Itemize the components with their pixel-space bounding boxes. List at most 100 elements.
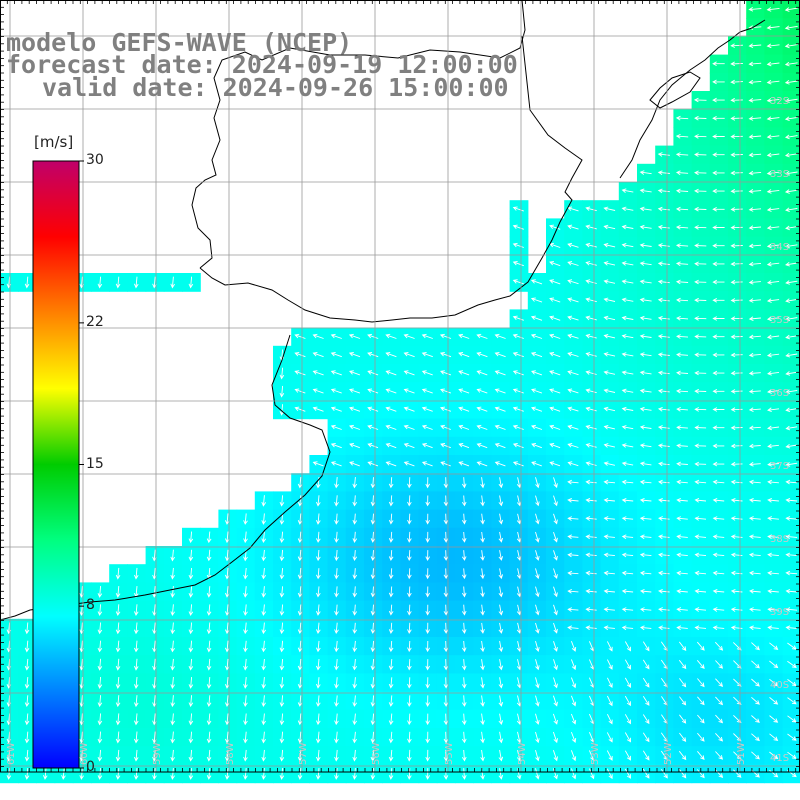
- wind-vector-arrow: [516, 641, 522, 653]
- wind-vector-arrow: [443, 713, 449, 726]
- wind-vector-arrow: [748, 334, 761, 340]
- wind-vector-arrow: [425, 568, 430, 580]
- wind-vector-arrow: [370, 622, 376, 634]
- wind-vector-arrow: [170, 549, 175, 562]
- wind-vector-arrow: [494, 388, 506, 394]
- wind-vector-arrow: [603, 242, 616, 248]
- wind-vector-arrow: [261, 531, 267, 544]
- wind-vector-arrow: [443, 659, 449, 671]
- wind-vector-arrow: [751, 678, 760, 687]
- wind-vector-arrow: [535, 531, 540, 543]
- wind-vector-arrow: [315, 640, 321, 653]
- wind-vector-arrow: [334, 495, 339, 507]
- wind-vector-arrow: [279, 549, 285, 562]
- wind-vector-arrow: [370, 640, 376, 653]
- wind-vector-arrow: [621, 479, 634, 485]
- wind-vector-arrow: [767, 552, 779, 558]
- wind-vector-arrow: [769, 751, 779, 760]
- wind-vector-arrow: [603, 625, 615, 631]
- wind-vector-arrow: [679, 696, 687, 706]
- wind-vector-arrow: [748, 25, 762, 30]
- wind-vector-arrow: [585, 297, 597, 303]
- wind-vector-arrow: [624, 750, 631, 761]
- wind-vector-arrow: [97, 713, 103, 726]
- wind-vector-arrow: [567, 570, 579, 576]
- wind-vector-arrow: [712, 316, 725, 321]
- colorbar-tick-label: 8: [86, 597, 95, 614]
- wind-vector-arrow: [657, 170, 670, 175]
- wind-vector-arrow: [549, 333, 561, 339]
- wind-vector-arrow: [115, 622, 121, 635]
- wind-vector-arrow: [767, 407, 780, 413]
- wind-vector-arrow: [261, 495, 267, 507]
- wind-vector-arrow: [516, 477, 522, 489]
- colorbar: [32, 160, 84, 769]
- wind-vector-arrow: [570, 695, 577, 707]
- wind-vector-arrow: [403, 461, 415, 467]
- wind-speed-cell: [782, 728, 800, 747]
- wind-speed-cell: [782, 673, 800, 693]
- wind-vector-arrow: [461, 731, 467, 744]
- wind-vector-arrow: [24, 768, 30, 780]
- wind-vector-arrow: [730, 334, 743, 340]
- wind-vector-arrow: [784, 7, 798, 12]
- wind-vector-arrow: [388, 640, 394, 653]
- wind-vector-arrow: [657, 406, 670, 412]
- wind-vector-arrow: [676, 406, 688, 412]
- wind-vector-arrow: [712, 389, 725, 394]
- wind-vector-arrow: [639, 588, 652, 594]
- wind-vector-arrow: [443, 622, 449, 634]
- wind-vector-arrow: [498, 531, 504, 543]
- wind-vector-arrow: [535, 695, 540, 707]
- wind-vector-arrow: [385, 388, 397, 394]
- wind-vector-arrow: [553, 568, 558, 579]
- wind-vector-arrow: [730, 261, 743, 267]
- wind-speed-cell: [782, 709, 800, 729]
- wind-vector-arrow: [639, 534, 652, 540]
- wind-vector-arrow: [188, 731, 194, 744]
- wind-vector-arrow: [567, 534, 579, 540]
- wind-vector-arrow: [261, 713, 266, 726]
- wind-vector-arrow: [170, 640, 175, 653]
- wind-vector-arrow: [621, 552, 634, 558]
- wind-vector-arrow: [512, 406, 524, 412]
- wind-vector-arrow: [567, 461, 579, 467]
- wind-vector-arrow: [694, 134, 707, 139]
- wind-vector-arrow: [97, 276, 103, 289]
- wind-vector-arrow: [243, 749, 248, 762]
- wind-vector-arrow: [294, 388, 306, 394]
- wind-vector-arrow: [512, 333, 524, 339]
- wind-vector-arrow: [785, 443, 798, 449]
- wind-vector-arrow: [388, 586, 394, 598]
- wind-vector-arrow: [385, 424, 397, 430]
- wind-vector-arrow: [535, 677, 540, 689]
- wind-vector-arrow: [494, 461, 506, 467]
- wind-vector-arrow: [315, 568, 321, 580]
- wind-vector-arrow: [535, 768, 540, 780]
- wind-vector-arrow: [330, 388, 342, 394]
- wind-vector-arrow: [352, 695, 358, 707]
- wind-vector-arrow: [748, 43, 762, 49]
- wind-vector-arrow: [748, 425, 761, 431]
- wind-vector-arrow: [766, 334, 780, 340]
- wind-vector-arrow: [370, 659, 376, 671]
- wind-vector-arrow: [694, 588, 707, 594]
- wind-vector-arrow: [766, 170, 780, 176]
- wind-vector-arrow: [748, 207, 762, 212]
- wind-vector-arrow: [170, 731, 175, 744]
- wind-vector-arrow: [370, 677, 376, 689]
- wind-vector-arrow: [188, 749, 194, 762]
- colorbar-gradient: [32, 160, 80, 769]
- wind-vector-arrow: [370, 495, 376, 507]
- wind-vector-arrow: [621, 315, 634, 321]
- wind-vector-arrow: [603, 370, 616, 375]
- wind-vector-arrow: [279, 495, 285, 507]
- wind-vector-arrow: [352, 768, 357, 780]
- wind-vector-arrow: [352, 477, 358, 489]
- wind-vector-arrow: [370, 531, 376, 543]
- wind-vector-arrow: [170, 695, 175, 708]
- wind-vector-arrow: [461, 659, 467, 671]
- wind-vector-arrow: [585, 388, 597, 394]
- wind-vector-arrow: [567, 297, 579, 303]
- wind-vector-arrow: [243, 604, 248, 616]
